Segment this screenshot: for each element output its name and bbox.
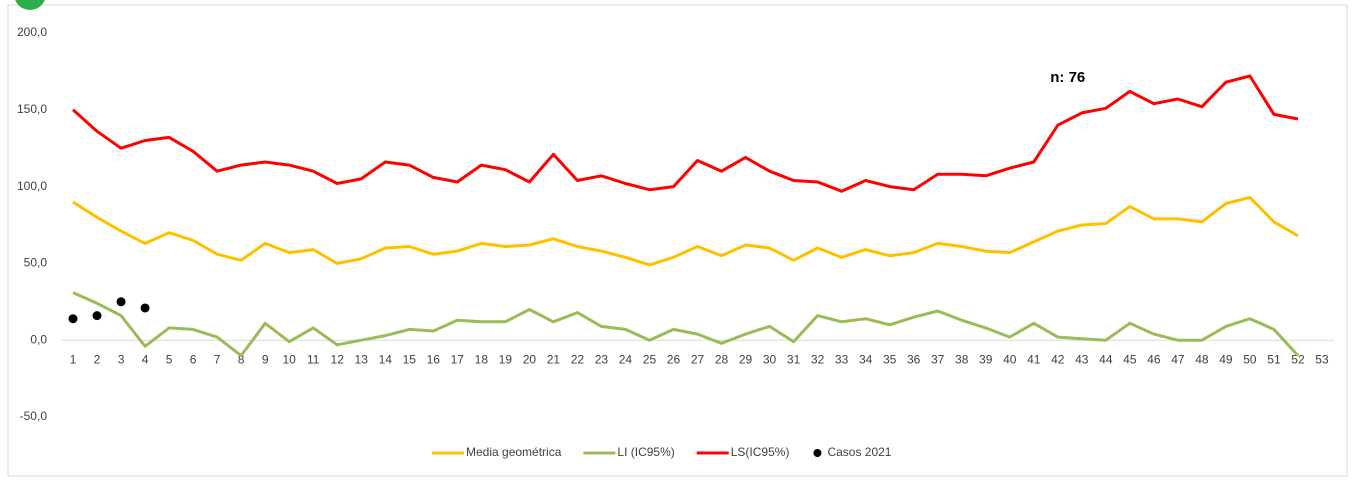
x-tick-label: 50: [1243, 352, 1257, 366]
x-tick-label: 44: [1099, 352, 1113, 366]
chart-frame: [7, 4, 1348, 477]
x-tick-label: 29: [739, 352, 753, 366]
x-tick-label: 11: [307, 352, 320, 366]
x-tick-label: 43: [1075, 352, 1089, 366]
x-tick-label: 22: [571, 352, 585, 366]
legend-marker: [813, 449, 822, 457]
x-tick-label: 3: [118, 352, 125, 366]
x-tick-label: 42: [1051, 352, 1065, 366]
x-tick-label: 47: [1171, 352, 1185, 366]
x-tick-label: 15: [403, 352, 417, 366]
x-tick-label: 14: [379, 352, 393, 366]
x-tick-label: 34: [859, 352, 873, 366]
x-tick-label: 37: [931, 352, 945, 366]
x-tick-label: 30: [763, 352, 777, 366]
x-tick-label: 28: [715, 352, 729, 366]
x-tick-label: 45: [1123, 352, 1137, 366]
x-tick-label: 17: [451, 352, 465, 366]
x-tick-label: 1: [70, 352, 77, 366]
x-tick-label: 12: [331, 352, 345, 366]
x-tick-label: 9: [262, 352, 269, 366]
x-tick-label: 24: [619, 352, 633, 366]
x-tick-label: 48: [1195, 352, 1209, 366]
x-tick-label: 33: [835, 352, 849, 366]
x-tick-label: 38: [955, 352, 969, 366]
y-tick-label: 50,0: [24, 256, 48, 270]
legend-label: Casos 2021: [827, 445, 891, 459]
x-tick-label: 21: [547, 352, 561, 366]
x-tick-label: 5: [166, 352, 173, 366]
series-line: [71, 74, 1299, 193]
x-tick-label: 46: [1147, 352, 1161, 366]
x-tick-label: 4: [142, 352, 149, 366]
x-tick-label: 53: [1315, 352, 1329, 366]
x-tick-label: 7: [214, 352, 221, 366]
y-tick-label: 150,0: [17, 102, 47, 116]
x-tick-label: 25: [643, 352, 657, 366]
series-line: [72, 291, 1300, 358]
x-tick-label: 35: [883, 352, 897, 366]
legend-label: Media geométrica: [466, 445, 562, 459]
annotation: n: 76: [1050, 69, 1085, 86]
x-tick-label: 19: [499, 352, 513, 366]
x-tick-label: 31: [787, 352, 801, 366]
x-tick-label: 32: [811, 352, 825, 366]
x-tick-label: 18: [475, 352, 489, 366]
y-tick-label: 100,0: [17, 179, 47, 193]
x-tick-label: 26: [667, 352, 681, 366]
x-tick-label: 20: [523, 352, 537, 366]
x-tick-label: 2: [94, 352, 101, 366]
x-tick-label: 51: [1267, 352, 1281, 366]
x-tick-label: 39: [979, 352, 993, 366]
x-tick-label: 40: [1003, 352, 1017, 366]
x-tick-label: 13: [355, 352, 369, 366]
scatter-point: [92, 311, 102, 321]
y-tick-label: 0,0: [30, 332, 47, 346]
legend-label: LI (IC95%): [617, 445, 674, 459]
series-line: [72, 195, 1299, 267]
scatter-point: [68, 314, 78, 324]
x-tick-label: 6: [190, 352, 197, 366]
x-tick-label: 10: [282, 352, 296, 366]
scatter-point: [140, 303, 150, 313]
x-tick-label: 23: [595, 352, 609, 366]
x-tick-label: 41: [1027, 352, 1041, 366]
x-tick-label: 49: [1219, 352, 1233, 366]
x-tick-label: 8: [238, 352, 245, 366]
x-tick-label: 36: [907, 352, 921, 366]
x-tick-label: 52: [1291, 352, 1305, 366]
x-tick-label: 16: [427, 352, 441, 366]
x-tick-label: 27: [691, 352, 705, 366]
legend-label: LS(IC95%): [731, 445, 790, 459]
scatter-point: [116, 297, 126, 307]
y-tick-label: -50,0: [20, 409, 48, 423]
y-tick-label: 200,0: [17, 25, 47, 39]
logo: [15, 0, 45, 10]
